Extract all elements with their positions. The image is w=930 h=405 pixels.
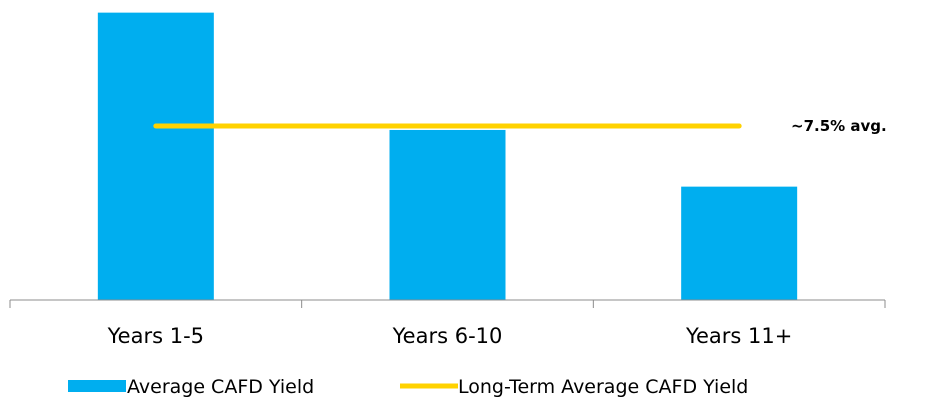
legend-label-line: Long-Term Average CAFD Yield [458,376,748,398]
x-tick-labels: Years 1-5 Years 6-10 Years 11+ [107,324,793,348]
bar-3 [681,186,798,300]
x-axis [9,299,886,308]
x-tick-label: Years 1-5 [107,324,204,348]
legend: Average CAFD Yield Long-Term Average CAF… [68,376,748,398]
bar-1 [97,12,214,301]
x-tick-label: Years 11+ [685,324,792,348]
average-annotation: ~7.5% avg. [791,117,887,135]
legend-swatch-bar [68,380,126,392]
bar-2 [389,129,506,300]
bar-series [97,12,798,301]
legend-label-bar: Average CAFD Yield [127,376,314,398]
x-tick-label: Years 6-10 [392,324,503,348]
